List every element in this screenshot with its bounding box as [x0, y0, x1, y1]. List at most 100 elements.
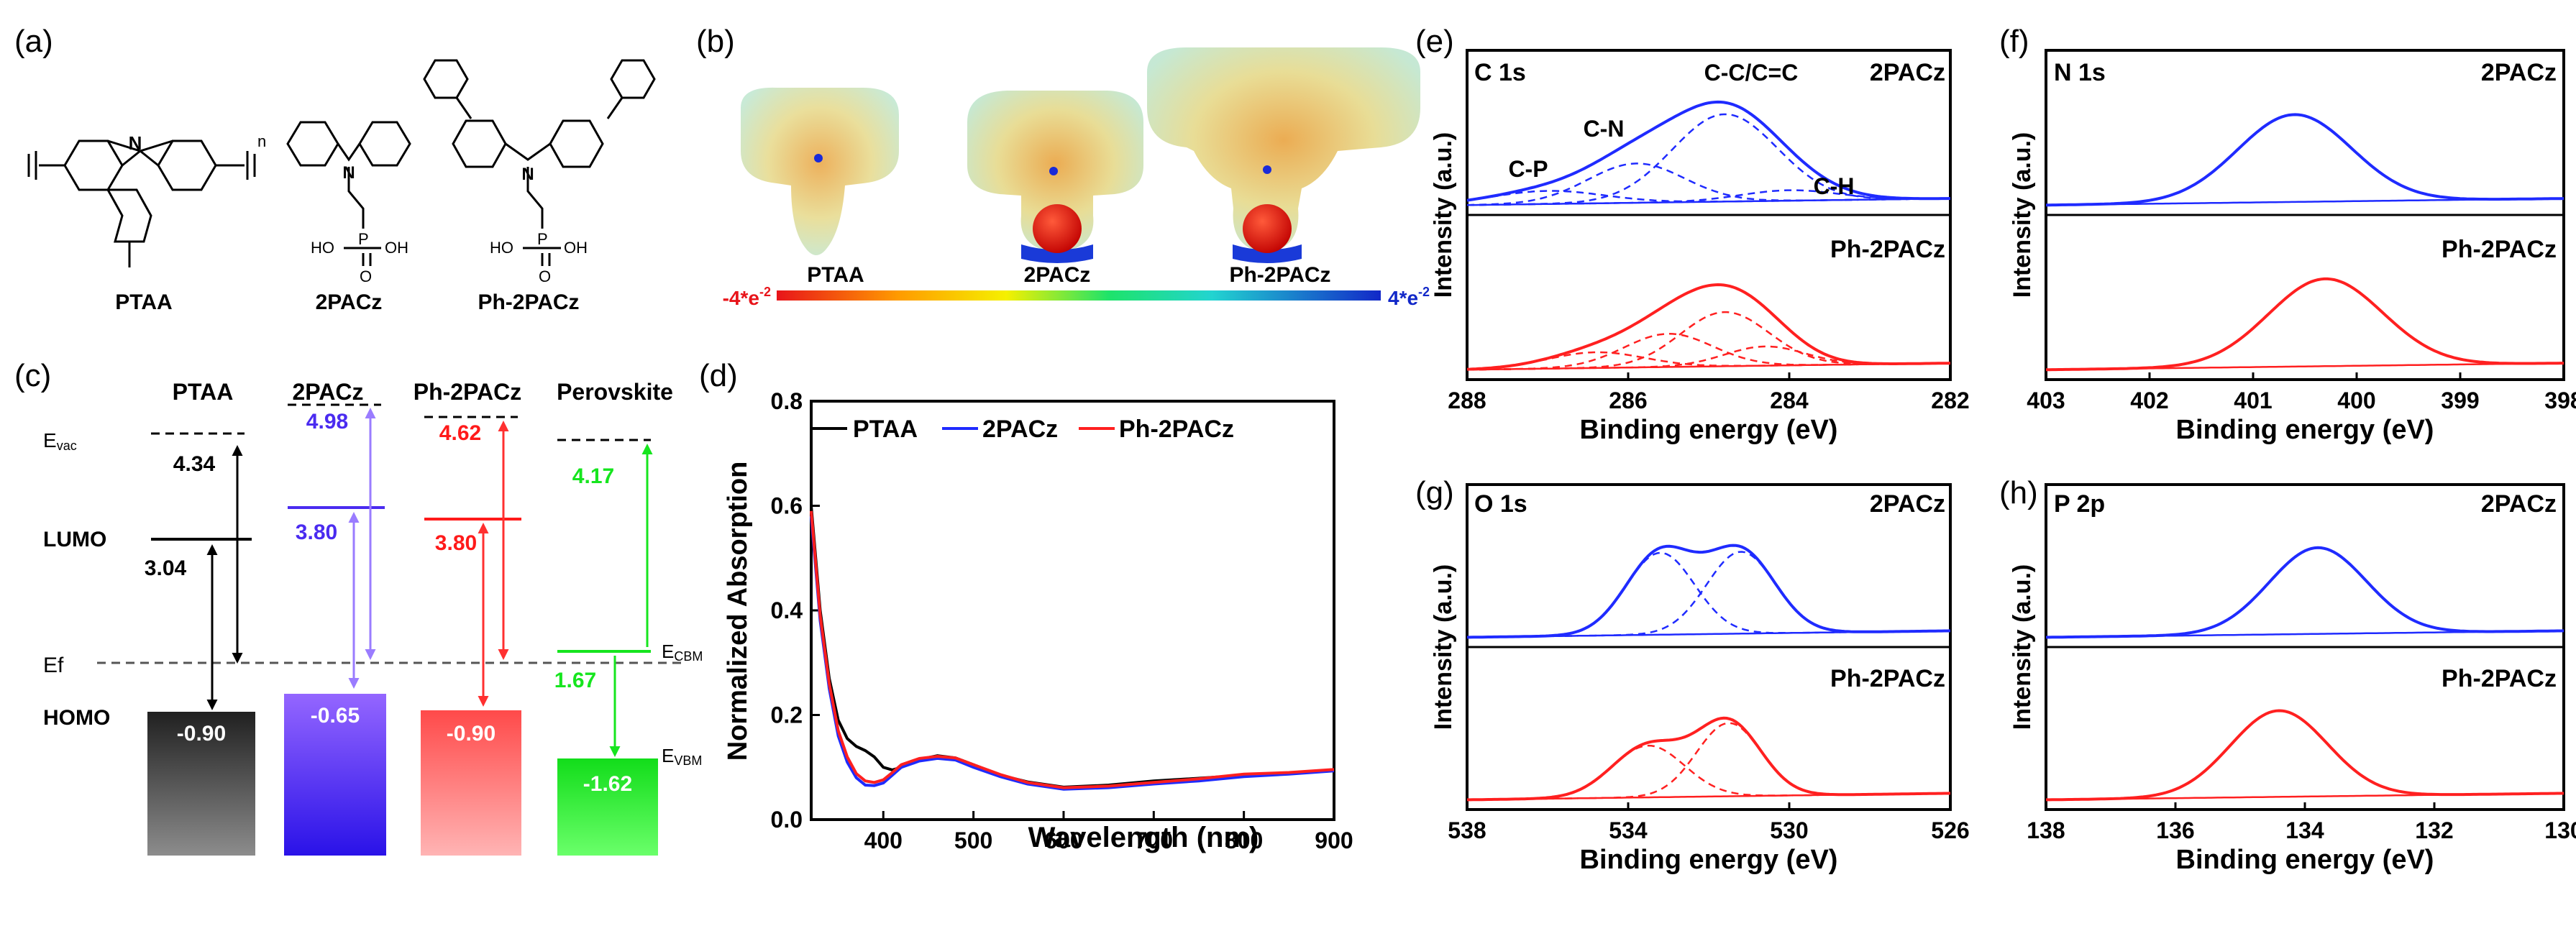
c-ecbm-label: ECBM — [662, 641, 703, 664]
e-core-title: C 1s — [1474, 59, 1526, 86]
2pacz-p: P — [358, 230, 369, 248]
f-top-sample: 2PACz — [2481, 59, 2557, 86]
c-ef-label: Ef — [43, 654, 64, 677]
c-col-ph2pacz: Ph-2PACz — [414, 379, 522, 405]
e-peak-cn: C-N — [1584, 116, 1625, 142]
e-bottom-sample: Ph-2PACz — [1830, 236, 1945, 263]
e-peak-cp: C-P — [1508, 156, 1548, 182]
c-col-ptaa: PTAA — [173, 379, 234, 405]
c-evac-label: Evac — [43, 429, 77, 453]
panel-e: (e) 288 286 284 282 Binding energy (eV) Inten… — [1415, 24, 1970, 445]
chart-g-component-1-1 — [1467, 722, 1951, 801]
d-series-2 — [810, 510, 1335, 789]
b-label-2pacz: 2PACz — [1024, 263, 1091, 287]
chart-h-envelope-1 — [2046, 709, 2564, 802]
chart-f-ylabel: Intensity (a.u.) — [2009, 132, 2036, 298]
esp-map-ph2pacz — [1147, 47, 1420, 263]
chart-g-xtick-label: 538 — [1448, 817, 1486, 843]
chart-h-xtick-label: 132 — [2415, 817, 2453, 843]
f-core-title: N 1s — [2054, 59, 2106, 86]
c-lumo-label: LUMO — [43, 528, 106, 551]
c-ph2pacz-homo-bar — [421, 710, 521, 856]
chart-e-xtick-label: 282 — [1931, 388, 1969, 413]
c-ptaa-homo-value: -0.90 — [177, 722, 226, 746]
panel-h-label: (h) — [1999, 475, 2038, 510]
ph2pacz-structure — [423, 59, 656, 266]
esp-color-scale — [777, 290, 1381, 301]
c-pero-vbm-value: -1.62 — [583, 772, 632, 796]
chart-e-baseline-0 — [1466, 197, 1951, 206]
chart-e-envelope-0 — [1466, 100, 1951, 202]
chart-e-component-0-3 — [1466, 189, 1951, 206]
c-2pacz-top-value: 4.98 — [306, 410, 348, 434]
chart-f-xtick-label: 400 — [2337, 388, 2375, 413]
c-ptaa-top-value: 4.34 — [173, 452, 216, 476]
d-ytick-label: 0.6 — [771, 493, 803, 519]
2pacz-oh: OH — [385, 239, 408, 257]
c-ph2pacz-lumo-value: 3.80 — [435, 531, 477, 555]
xps-p2p-chart: 138 136 134 132 130 Binding energy (eV) Intens… — [2009, 483, 2576, 875]
d-legend-ptaa: PTAA — [853, 416, 918, 443]
chart-f-envelope-0 — [2045, 113, 2564, 207]
c-homo-label: HOMO — [43, 706, 110, 730]
2pacz-o: O — [360, 267, 372, 285]
d-series-0 — [810, 505, 1335, 789]
chart-e-ylabel: Intensity (a.u.) — [1430, 132, 1457, 298]
d-xtick-label: 500 — [954, 828, 992, 853]
chart-e-envelope-1 — [1466, 283, 1951, 371]
esp-scale-max: 4*e-2 — [1388, 285, 1430, 309]
h-top-sample: 2PACz — [2481, 490, 2557, 518]
ph2pacz-ho: HO — [490, 239, 513, 257]
chart-f-xtick-label: 403 — [2027, 388, 2065, 413]
b-label-ptaa: PTAA — [807, 263, 864, 287]
e-peak-ch: C-H — [1814, 173, 1855, 199]
a-label-2pacz: 2PACz — [316, 290, 383, 314]
chart-g-component-0-0 — [1467, 551, 1951, 638]
panel-g: (g) 538 534 530 526 Binding energy (eV) Inten… — [1415, 475, 1970, 875]
c-ph2pacz-top-value: 4.62 — [439, 421, 481, 445]
chart-h-xtick-label: 138 — [2027, 817, 2065, 843]
chart-g-envelope-0 — [1467, 544, 1951, 639]
ph2pacz-oh: OH — [564, 239, 588, 257]
chart-f-xtick-label: 399 — [2441, 388, 2479, 413]
panel-d-label: (d) — [699, 358, 738, 393]
d-plot-frame — [810, 400, 1335, 821]
panel-g-label: (g) — [1415, 475, 1454, 510]
panel-f-label: (f) — [1999, 24, 2029, 59]
e-top-sample: 2PACz — [1870, 59, 1945, 86]
ph2pacz-o: O — [539, 267, 551, 285]
panel-d: (d) 400 500 600 700 800 900 0.0 0.2 0.4 0.6 0.8 Wa… — [699, 358, 1353, 853]
chart-e-component-1-1 — [1466, 333, 1951, 371]
d-xtick-label: 800 — [1225, 828, 1263, 853]
panel-a: (a) N n N HO P OH O — [14, 24, 656, 314]
ptaa-repeat-n: n — [257, 132, 266, 150]
a-label-ph2pacz: Ph-2PACz — [478, 290, 579, 314]
c-ptaa-homo-bar — [147, 712, 255, 856]
c-2pacz-homo-bar — [284, 694, 386, 856]
d-legend: PTAA 2PACz Ph-2PACz — [811, 416, 1234, 443]
chart-g-component-1-0 — [1467, 744, 1951, 801]
chart-h-xtick-label: 136 — [2156, 817, 2194, 843]
d-legend-2pacz: 2PACz — [982, 416, 1058, 443]
f-bottom-sample: Ph-2PACz — [2442, 236, 2557, 263]
ph2pacz-n-atom: N — [521, 165, 534, 184]
panel-h: (h) 138 136 134 132 130 Binding energy (eV) In… — [1999, 475, 2576, 875]
d-series-1 — [810, 515, 1335, 791]
ph2pacz-p: P — [537, 230, 548, 248]
g-core-title: O 1s — [1474, 490, 1527, 518]
chart-g-component-0-1 — [1467, 551, 1951, 638]
c-ph2pacz-homo-value: -0.90 — [447, 722, 495, 746]
chart-h-envelope-0 — [2046, 546, 2564, 639]
absorption-chart: 400 500 600 700 800 900 0.0 0.2 0.4 0.6 0.8 — [771, 388, 1353, 853]
panel-e-label: (e) — [1415, 24, 1454, 59]
panel-c-label: (c) — [14, 358, 51, 393]
chart-e-xtick-label: 288 — [1448, 388, 1486, 413]
chart-g-xlabel: Binding energy (eV) — [1580, 845, 1838, 875]
c-ptaa-lumo-value: 3.04 — [145, 556, 187, 580]
chart-f-xtick-label: 398 — [2544, 388, 2576, 413]
c-evbm-label: EVBM — [662, 745, 702, 768]
2pacz-n-atom: N — [342, 163, 355, 183]
c-2pacz-lumo-value: 3.80 — [296, 521, 337, 544]
d-ytick-label: 0.8 — [771, 388, 803, 414]
chart-g-ylabel: Intensity (a.u.) — [1430, 564, 1457, 730]
